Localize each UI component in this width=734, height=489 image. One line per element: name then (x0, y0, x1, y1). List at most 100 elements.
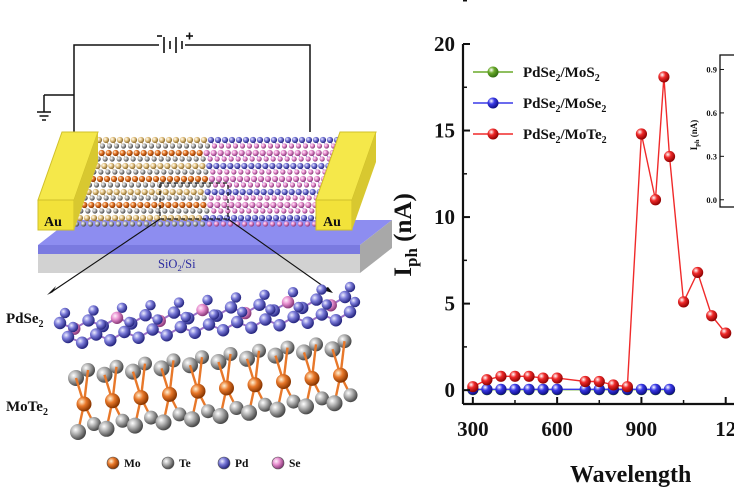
atom (298, 156, 304, 162)
atom (258, 214, 266, 222)
atom (148, 208, 154, 214)
atom (249, 136, 257, 144)
atom (144, 410, 158, 425)
atom (219, 182, 226, 188)
atom (137, 136, 145, 144)
atom (183, 143, 190, 149)
atom (158, 156, 164, 162)
atom (96, 195, 102, 201)
atom (215, 195, 221, 201)
atom (106, 188, 113, 196)
data-point (579, 383, 591, 395)
atom (200, 201, 207, 209)
atom (200, 156, 206, 162)
atom (143, 162, 150, 170)
atom (170, 182, 177, 188)
atom (343, 305, 357, 319)
atom (241, 221, 248, 227)
atom (302, 143, 309, 149)
atom (176, 188, 183, 196)
atom (174, 320, 187, 334)
atom (264, 195, 270, 201)
atom (270, 201, 277, 209)
atom (249, 201, 256, 209)
atom (96, 319, 107, 330)
atom (136, 162, 143, 170)
atom (308, 169, 314, 175)
data-point (706, 310, 718, 322)
atom (260, 143, 267, 149)
atom (110, 175, 118, 183)
atom (90, 214, 98, 222)
x-axis-label: Wavelength (570, 462, 691, 488)
atom (284, 201, 291, 209)
atom (160, 329, 173, 342)
atom (111, 214, 119, 222)
atom (126, 149, 133, 157)
atom (116, 302, 128, 313)
atom (267, 208, 273, 214)
atom (319, 136, 327, 144)
atom (305, 136, 313, 144)
atom (251, 214, 259, 222)
atom (269, 162, 276, 170)
atom (181, 214, 189, 222)
atom (259, 313, 272, 326)
data-point (649, 194, 662, 206)
atom (207, 201, 214, 209)
atom (253, 143, 260, 149)
atom (98, 420, 115, 437)
atom (102, 201, 109, 209)
atom-legend-label-se: Se (289, 458, 301, 470)
atom (175, 149, 182, 157)
atom (134, 143, 141, 149)
atom (228, 201, 235, 209)
x-tick-label: 600 (541, 417, 573, 441)
atom-legend-swatch-se (271, 456, 285, 470)
atom (212, 182, 219, 188)
atom (133, 149, 140, 157)
atom (287, 149, 294, 157)
atom (212, 408, 229, 424)
atom (285, 175, 293, 183)
atom (235, 156, 241, 162)
atom (127, 208, 133, 214)
atom (225, 208, 231, 214)
atom (201, 404, 215, 419)
atom (164, 221, 171, 227)
data-point (593, 375, 605, 388)
atom (244, 214, 252, 222)
y-tick-label: 5 (445, 292, 456, 316)
atom (87, 221, 94, 227)
atom (155, 188, 162, 196)
inset-y-tick-label: 0.0 (706, 195, 717, 205)
atom (179, 136, 187, 144)
atom (167, 214, 175, 222)
atom (100, 182, 107, 188)
data-point (635, 128, 648, 140)
atom (145, 175, 153, 183)
atom (133, 169, 139, 175)
atom (238, 169, 244, 175)
atom (291, 201, 298, 209)
atom (105, 393, 120, 409)
atom (239, 208, 245, 214)
atom (303, 182, 310, 188)
battery-icon (157, 32, 193, 53)
atom (127, 143, 134, 149)
atom-legend-label-te: Te (179, 458, 191, 470)
atom (289, 182, 296, 188)
atom (151, 201, 158, 209)
atom (190, 208, 196, 214)
atom (218, 143, 225, 149)
y-tick-label: 0 (445, 378, 456, 402)
device-schematic: SiO2/Si Au Au PdSe2 MoTe2 Mo Te Pd Se (6, 32, 392, 470)
atom (162, 208, 168, 214)
atom (140, 169, 146, 175)
atom (172, 136, 180, 144)
atom (90, 328, 103, 341)
atom (232, 143, 239, 149)
atom (179, 156, 185, 162)
atom (273, 149, 280, 157)
atom (165, 136, 173, 144)
